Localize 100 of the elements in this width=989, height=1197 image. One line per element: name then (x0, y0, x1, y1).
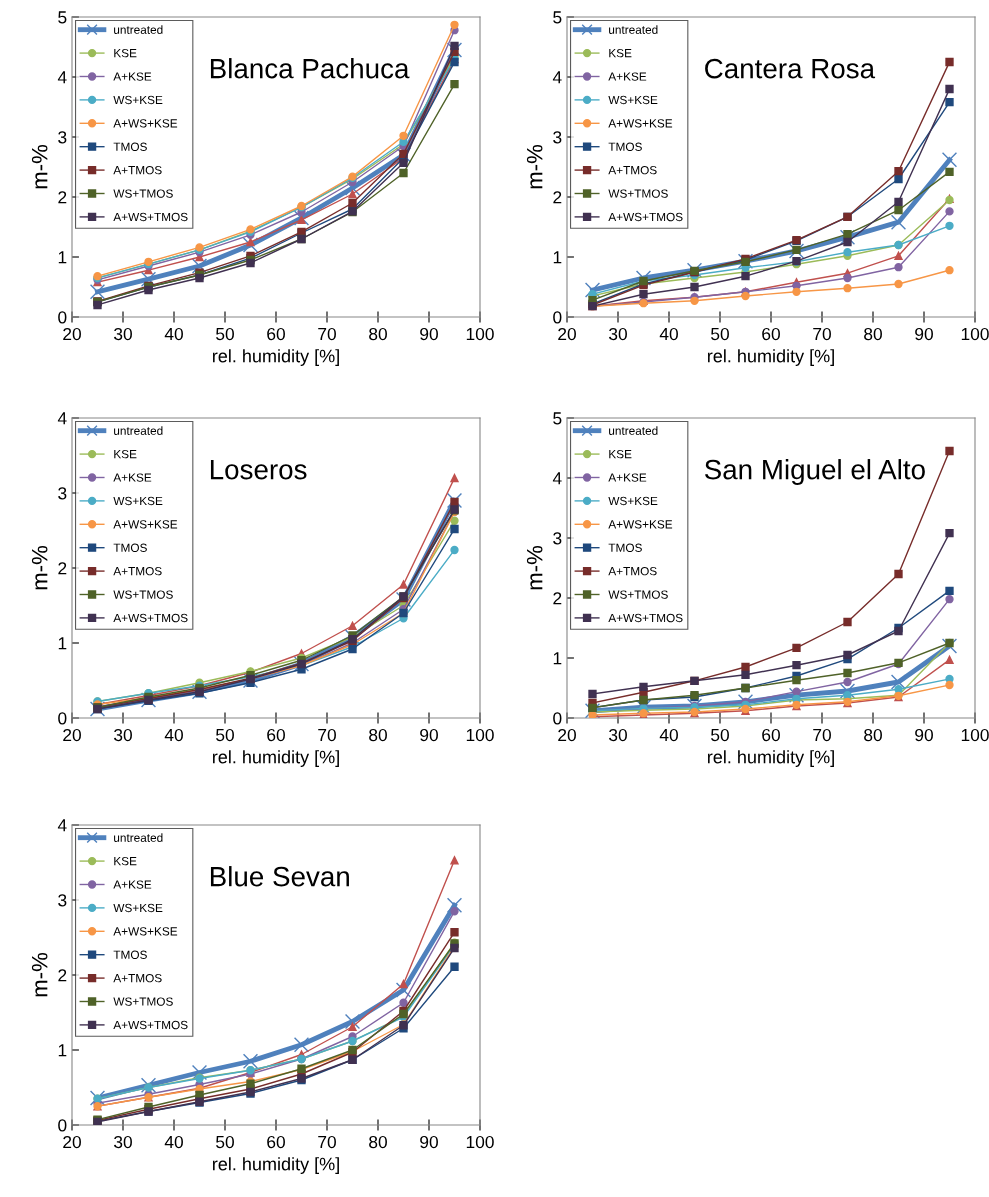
legend-label: A+KSE (113, 72, 152, 81)
legend-label: A+WS+TMOS (113, 212, 188, 222)
x-tick-label: 40 (659, 327, 678, 341)
x-tick-label: 90 (915, 728, 933, 742)
y-axis-title: m-% (526, 144, 543, 189)
y-tick-label: 2 (553, 191, 562, 204)
x-tick-label: 60 (267, 1135, 285, 1149)
y-tick-label: 5 (553, 412, 562, 425)
legend-label: WS+KSE (113, 95, 163, 105)
legend-label: KSE (609, 449, 632, 459)
x-tick-label: 70 (318, 1135, 336, 1149)
legend-label: WS+KSE (608, 496, 658, 506)
x-tick-label: 100 (961, 728, 989, 742)
x-tick-label: 40 (659, 728, 678, 742)
legend-label: untreated (114, 833, 163, 842)
legend-label: WS+TMOS (608, 189, 668, 198)
text: Blanca Pachuca (210, 58, 410, 79)
legend-label: WS+KSE (113, 496, 163, 506)
legend-label: KSE (114, 449, 137, 459)
text: Loseros (210, 460, 307, 480)
y-tick-label: 5 (553, 11, 562, 24)
legend-label: A+TMOS (113, 165, 162, 175)
y-tick-label: 3 (553, 532, 562, 545)
x-tick-label: 50 (216, 327, 234, 341)
y-tick-label: 2 (58, 562, 67, 575)
legend-label: untreated (609, 25, 658, 34)
x-tick-label: 100 (466, 1135, 494, 1149)
legend-label: WS+KSE (113, 903, 163, 913)
x-tick-label: 90 (420, 1135, 438, 1149)
y-tick-label: 3 (58, 487, 67, 500)
legend-label: untreated (114, 25, 163, 34)
y-tick-label: 3 (553, 131, 562, 144)
legend-label: A+TMOS (608, 566, 657, 576)
legend-label: A+WS+TMOS (113, 1020, 188, 1030)
y-tick-label: 4 (57, 412, 67, 425)
legend-label: TMOS (113, 142, 147, 151)
legend-label: WS+TMOS (113, 997, 173, 1006)
x-tick-label: 70 (318, 728, 336, 742)
x-tick-label: 80 (864, 327, 882, 341)
text: San Miguel el Alto (704, 459, 925, 485)
x-tick-label: 30 (609, 728, 627, 742)
legend-label: KSE (114, 856, 137, 866)
x-tick-label: 80 (369, 327, 387, 341)
y-tick-label: 0 (553, 712, 562, 725)
legend-label: WS+TMOS (608, 590, 668, 599)
x-tick-label: 80 (369, 728, 387, 742)
y-tick-label: 2 (58, 969, 67, 982)
x-axis-title: rel. humidity [%] (212, 349, 339, 366)
y-tick-label: 3 (58, 131, 67, 144)
y-tick-label: 1 (58, 637, 67, 650)
x-tick-label: 20 (558, 327, 576, 341)
x-tick-label: 20 (63, 327, 81, 341)
y-axis-title: m-% (526, 545, 543, 590)
legend-label: A+KSE (608, 473, 647, 482)
x-tick-label: 100 (961, 327, 989, 341)
legend-label: A+TMOS (113, 566, 162, 576)
y-tick-label: 0 (58, 311, 67, 324)
y-axis-title: m-% (31, 144, 48, 189)
x-axis-title: rel. humidity [%] (707, 750, 834, 767)
x-tick-label: 90 (915, 327, 933, 341)
y-tick-label: 5 (58, 11, 67, 24)
legend-label: TMOS (608, 543, 642, 552)
x-tick-label: 20 (558, 728, 576, 742)
y-axis-title: m-% (31, 952, 48, 997)
legend-label: A+KSE (608, 72, 647, 81)
legend-label: A+WS+TMOS (608, 613, 683, 623)
legend-label: TMOS (608, 142, 642, 151)
legend-label: A+WS+TMOS (608, 212, 683, 222)
y-axis-title: m-% (31, 545, 48, 590)
x-tick-label: 70 (318, 327, 336, 341)
x-axis-title: rel. humidity [%] (212, 1157, 339, 1174)
y-tick-label: 2 (58, 191, 67, 204)
x-tick-label: 90 (420, 327, 438, 341)
x-tick-label: 80 (864, 728, 882, 742)
legend-label: untreated (114, 426, 163, 435)
y-tick-label: 1 (58, 251, 67, 264)
x-tick-label: 100 (466, 327, 494, 341)
x-tick-label: 60 (267, 327, 285, 341)
x-tick-label: 50 (711, 327, 729, 341)
x-tick-label: 40 (164, 1135, 183, 1149)
y-tick-label: 2 (553, 592, 562, 605)
x-tick-label: 30 (114, 327, 132, 341)
y-tick-label: 4 (57, 819, 67, 832)
text: Blue Sevan (210, 866, 349, 887)
y-tick-label: 0 (58, 712, 67, 725)
x-tick-label: 80 (369, 1135, 387, 1149)
legend-label: A+KSE (113, 473, 152, 482)
legend-label: untreated (609, 426, 658, 435)
legend-label: A+WS+KSE (113, 119, 178, 128)
y-tick-label: 4 (57, 71, 67, 84)
x-tick-label: 40 (164, 728, 183, 742)
text: Cantera Rosa (705, 58, 876, 79)
x-tick-label: 30 (609, 327, 627, 341)
x-tick-label: 20 (63, 1135, 81, 1149)
legend-label: A+WS+KSE (113, 927, 178, 936)
legend-label: A+WS+KSE (113, 520, 178, 529)
legend-label: KSE (114, 48, 137, 58)
y-tick-label: 0 (58, 1119, 67, 1132)
x-tick-label: 50 (216, 1135, 234, 1149)
legend-label: A+WS+KSE (608, 520, 673, 529)
